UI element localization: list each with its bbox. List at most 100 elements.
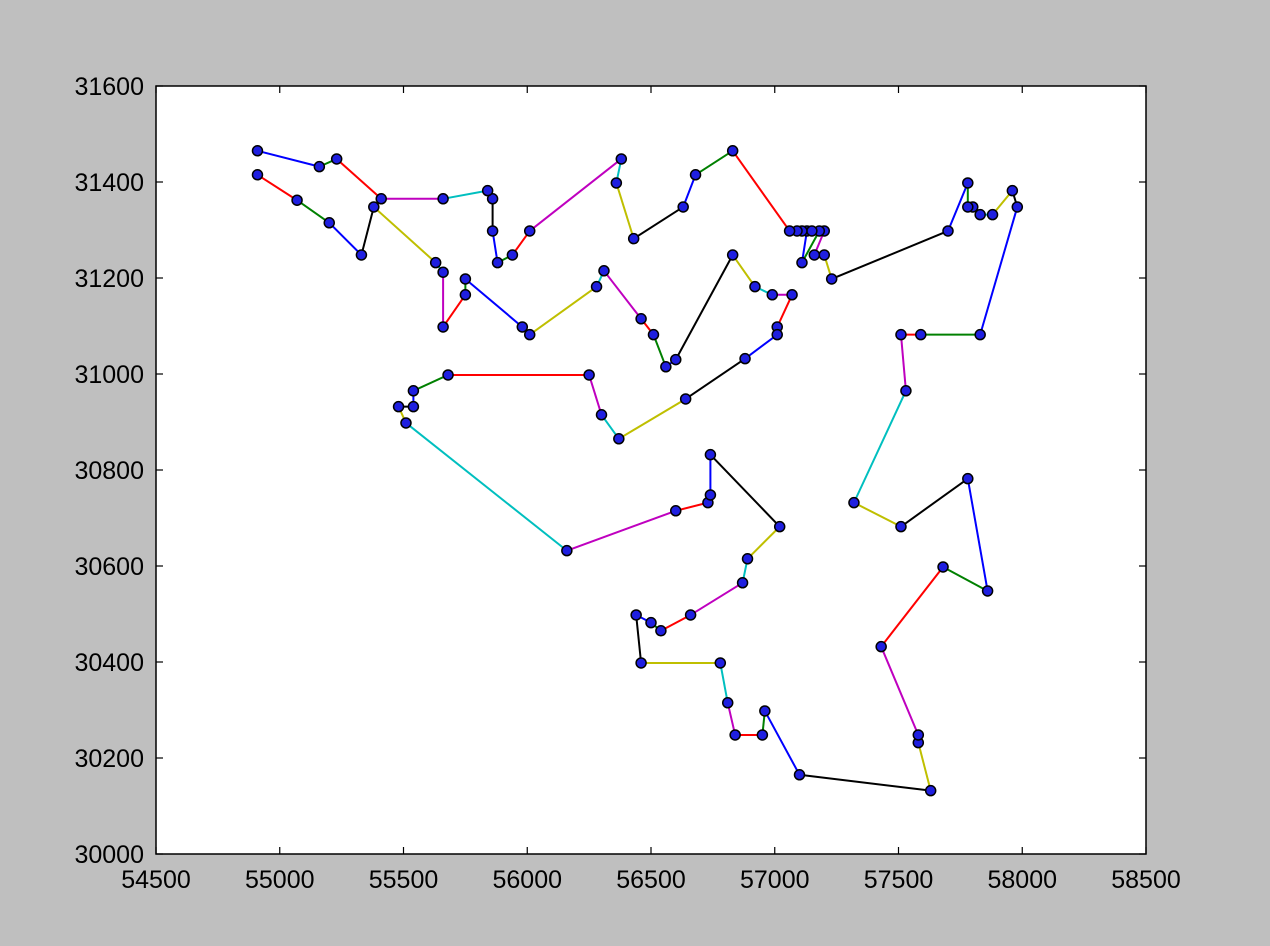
tour-segment — [799, 773, 931, 792]
city-point — [595, 409, 608, 421]
tour-segment — [947, 182, 969, 232]
x-tick-label: 54500 — [121, 866, 191, 894]
x-tick-label: 56000 — [492, 866, 562, 894]
city-point — [818, 249, 830, 261]
city-point — [375, 193, 387, 205]
tour-segment — [328, 222, 363, 256]
city-point — [773, 520, 786, 533]
city-point — [962, 177, 974, 189]
city-point — [635, 657, 647, 669]
city-point — [677, 201, 689, 213]
y-tick-label: 31400 — [74, 169, 144, 197]
city-point — [1011, 201, 1024, 213]
city-point — [981, 585, 994, 597]
city-point — [561, 544, 573, 557]
y-tick-label: 31600 — [74, 73, 144, 101]
city-point — [610, 177, 623, 189]
tour-segment — [942, 566, 989, 592]
city-point — [736, 577, 749, 589]
tour-segment — [731, 254, 756, 288]
tour-segment — [256, 173, 298, 202]
tour-segment — [853, 501, 902, 528]
city-point — [660, 361, 672, 373]
city-point — [726, 145, 739, 157]
tour-segment — [464, 278, 523, 328]
plot-background — [156, 86, 1146, 854]
tour-segment — [635, 614, 643, 664]
tour-segment — [336, 158, 382, 200]
tour-segment — [412, 374, 449, 392]
city-point — [704, 448, 717, 461]
y-tick-label: 31200 — [74, 265, 144, 293]
city-point — [590, 280, 603, 293]
city-point — [895, 328, 907, 341]
city-point — [704, 489, 717, 501]
city-point — [523, 225, 536, 237]
city-point — [689, 169, 702, 181]
tour-segment — [674, 254, 734, 361]
tour-segment — [801, 230, 821, 264]
city-point — [437, 321, 449, 333]
city-point — [429, 256, 442, 269]
city-point — [974, 208, 986, 221]
tour-segment — [695, 149, 734, 176]
city-point — [368, 201, 380, 213]
tour-segment — [731, 150, 791, 232]
tour-segment — [831, 230, 949, 280]
city-point — [323, 217, 335, 229]
city-point — [726, 249, 739, 261]
city-markers — [251, 145, 1024, 797]
city-point — [635, 313, 647, 325]
city-point — [670, 505, 682, 517]
city-point — [962, 201, 974, 213]
city-point — [806, 225, 818, 237]
city-point — [875, 640, 887, 653]
city-point — [739, 352, 751, 365]
city-point — [756, 729, 769, 741]
city-point — [437, 266, 449, 278]
tour-segment — [360, 206, 375, 256]
city-point — [714, 657, 727, 669]
city-point — [645, 616, 657, 629]
y-tick-label: 31000 — [74, 361, 144, 389]
tour-segment — [746, 525, 781, 560]
city-point — [291, 194, 303, 206]
y-axis-tick-labels: 30000 30200 30400 30600 30800 31000 31200 31400… — [74, 73, 144, 869]
city-point — [749, 280, 761, 293]
tour-segment — [603, 270, 642, 320]
tour-segment — [776, 294, 793, 328]
city-point — [670, 353, 682, 366]
city-point — [808, 249, 821, 261]
y-tick-label: 30000 — [74, 841, 144, 869]
city-point — [974, 328, 986, 341]
city-point — [630, 609, 642, 621]
city-point — [486, 193, 499, 205]
city-point — [613, 433, 625, 445]
x-tick-label: 57000 — [740, 866, 810, 894]
x-tick-label: 56500 — [616, 866, 686, 894]
tour-segment — [853, 390, 907, 504]
x-axis-tick-labels: 54500 55000 55500 56000 56500 57000 57500 58000… — [121, 866, 1181, 894]
city-point — [771, 328, 783, 341]
city-point — [407, 400, 420, 413]
city-point — [437, 193, 449, 205]
tour-segment — [296, 199, 330, 224]
tour-segment — [618, 398, 687, 440]
axis-ticks — [155, 85, 1147, 855]
city-point — [655, 625, 667, 637]
city-point — [627, 232, 640, 245]
tour-segment — [442, 189, 488, 200]
city-point — [942, 225, 954, 237]
tour-segment — [529, 285, 598, 336]
city-point — [895, 520, 907, 533]
city-point — [598, 265, 610, 277]
city-point — [400, 417, 412, 429]
tour-segment — [744, 333, 778, 360]
tour-segment — [373, 206, 437, 264]
tour-segment — [442, 294, 467, 328]
city-point — [783, 225, 796, 237]
x-tick-label: 57500 — [864, 866, 934, 894]
x-tick-label: 55500 — [369, 866, 439, 894]
city-point — [721, 697, 734, 709]
city-point — [407, 385, 420, 397]
